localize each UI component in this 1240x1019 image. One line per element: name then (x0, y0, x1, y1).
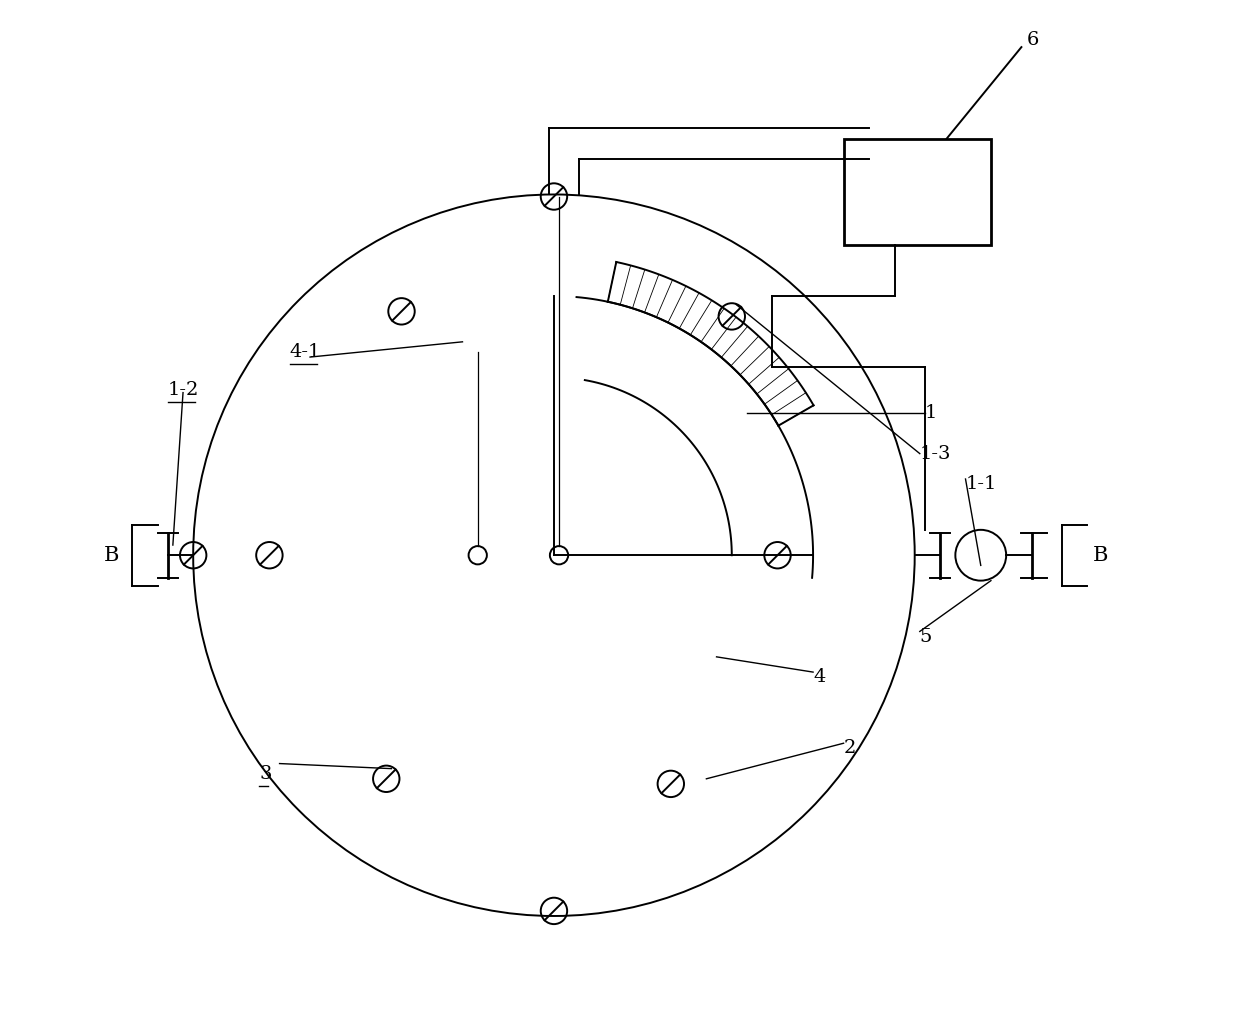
Text: B: B (1092, 546, 1107, 565)
Text: 1: 1 (925, 404, 937, 422)
Text: 1-3: 1-3 (920, 444, 951, 463)
Circle shape (955, 530, 1006, 581)
Text: 4-1: 4-1 (290, 343, 321, 361)
Text: 6: 6 (1027, 31, 1039, 49)
Text: 3: 3 (259, 764, 272, 783)
Text: B: B (104, 546, 119, 565)
Text: 4: 4 (813, 668, 826, 686)
Bar (843, 139, 991, 246)
Text: 1-1: 1-1 (966, 475, 997, 493)
Text: 5: 5 (920, 628, 932, 645)
Text: 1-2: 1-2 (167, 380, 200, 398)
Text: 2: 2 (843, 740, 856, 757)
